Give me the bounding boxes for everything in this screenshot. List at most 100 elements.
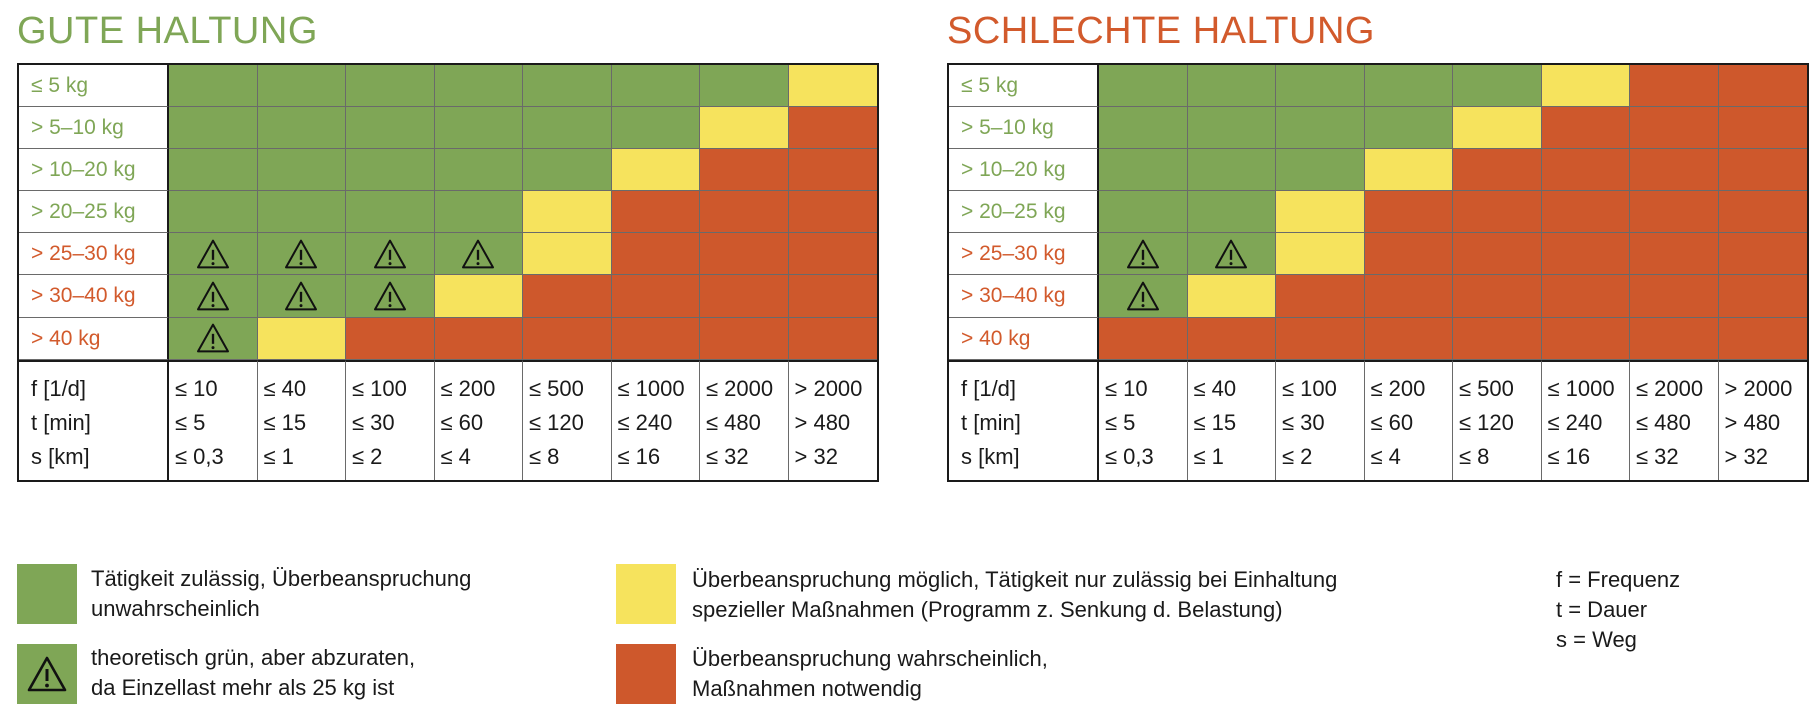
heatmap-cell-warning bbox=[346, 233, 435, 276]
heatmap-cell bbox=[1276, 317, 1365, 360]
chart-title: GUTE HALTUNG bbox=[17, 10, 318, 52]
warning-icon bbox=[196, 323, 229, 353]
tick-label-s: ≤ 4 bbox=[440, 443, 471, 469]
row-label: ≤ 5 kg bbox=[949, 65, 1099, 108]
heatmap-cell bbox=[1630, 317, 1719, 360]
heatmap-cell bbox=[1453, 275, 1542, 318]
heatmap-cell bbox=[346, 107, 435, 150]
row-label: ≤ 5 kg bbox=[19, 65, 169, 108]
heatmap-cell bbox=[1718, 65, 1807, 108]
column-tick-label: ≤ 200 ≤ 60 ≤ 4 bbox=[1364, 359, 1453, 480]
heatmap-cell-warning bbox=[169, 233, 258, 276]
tick-label-s: ≤ 8 bbox=[529, 443, 560, 469]
heatmap-cell bbox=[1276, 149, 1365, 192]
tick-label-t: ≤ 240 bbox=[1547, 409, 1603, 435]
heatmap-cell bbox=[611, 107, 700, 150]
heatmap-cell bbox=[257, 317, 346, 360]
heatmap-cell-warning bbox=[346, 275, 435, 318]
legend-swatch-yellow bbox=[616, 564, 676, 624]
legend-swatch-red bbox=[616, 644, 676, 704]
column-tick-label: ≤ 40 ≤ 15 ≤ 1 bbox=[1187, 359, 1276, 480]
row-label: > 30–40 kg bbox=[949, 275, 1099, 318]
column-tick-label: ≤ 10 ≤ 5 ≤ 0,3 bbox=[1099, 359, 1188, 480]
heatmap-cell bbox=[788, 275, 877, 318]
legend-text-yellow: Überbeanspruchung möglich, Tätigkeit nur… bbox=[692, 567, 1338, 622]
legend-text-green: Tätigkeit zulässig, Überbeanspruchung un… bbox=[91, 566, 472, 621]
heatmap-grid: ≤ 5 kg > 5–10 kg > 10–20 kg > 20–25 kg > 25–… bbox=[17, 63, 879, 482]
heatmap-cell bbox=[788, 149, 877, 192]
row-label: > 10–20 kg bbox=[19, 149, 169, 192]
tick-label-f: ≤ 10 bbox=[175, 375, 218, 401]
column-tick-label: ≤ 100 ≤ 30 ≤ 2 bbox=[1276, 359, 1365, 480]
heatmap-cell bbox=[700, 149, 789, 192]
tick-label-t: ≤ 5 bbox=[175, 409, 206, 435]
tick-label-t: ≤ 480 bbox=[1636, 409, 1691, 435]
axis-label-column: f [1/d] t [min] s [km] bbox=[949, 359, 1099, 480]
heatmap-cell bbox=[700, 65, 789, 108]
heatmap-cell bbox=[1630, 65, 1719, 108]
tick-label-f: ≤ 500 bbox=[529, 375, 584, 401]
heatmap-cell bbox=[257, 149, 346, 192]
tick-label-t: ≤ 120 bbox=[529, 409, 584, 435]
tick-label-f: ≤ 10 bbox=[1105, 375, 1148, 401]
heatmap-cell bbox=[700, 191, 789, 234]
heatmap-cell-warning bbox=[1099, 233, 1188, 276]
warning-icon bbox=[196, 239, 229, 269]
tick-label-s: ≤ 32 bbox=[1636, 443, 1679, 469]
heatmap-cell bbox=[1718, 149, 1807, 192]
tick-label-f: ≤ 100 bbox=[1282, 375, 1337, 401]
column-tick-label: > 2000 > 480 > 32 bbox=[1718, 359, 1807, 480]
row-label: > 20–25 kg bbox=[19, 191, 169, 234]
tick-label-t: > 480 bbox=[1724, 409, 1781, 435]
tick-label-f: ≤ 1000 bbox=[1547, 375, 1615, 401]
heatmap-cell bbox=[1630, 191, 1719, 234]
heatmap-cell bbox=[700, 107, 789, 150]
tick-label-s: ≤ 0,3 bbox=[175, 443, 224, 469]
column-tick-label: ≤ 10 ≤ 5 ≤ 0,3 bbox=[169, 359, 258, 480]
column-tick-label: > 2000 > 480 > 32 bbox=[788, 359, 877, 480]
column-tick-label: ≤ 2000 ≤ 480 ≤ 32 bbox=[1630, 359, 1719, 480]
tick-label-f: > 2000 bbox=[1724, 375, 1793, 401]
heatmap-cell bbox=[1187, 317, 1276, 360]
heatmap-cell bbox=[1364, 275, 1453, 318]
heatmap-cell bbox=[1453, 107, 1542, 150]
heatmap-cell bbox=[434, 191, 523, 234]
heatmap-cell bbox=[1364, 233, 1453, 276]
heatmap-cell-warning bbox=[169, 275, 258, 318]
heatmap-cell bbox=[1099, 65, 1188, 108]
heatmap-cell bbox=[434, 65, 523, 108]
heatmap-cell bbox=[1276, 275, 1365, 318]
column-tick-label: ≤ 500 ≤ 120 ≤ 8 bbox=[523, 359, 612, 480]
tick-label-t: ≤ 120 bbox=[1459, 409, 1514, 435]
heatmap-cell bbox=[788, 65, 877, 108]
tick-label-t: ≤ 5 bbox=[1105, 409, 1136, 435]
heatmap-cell bbox=[434, 107, 523, 150]
row-label: > 40 kg bbox=[949, 317, 1099, 360]
tick-label-f: ≤ 1000 bbox=[617, 375, 685, 401]
heatmap-cell bbox=[1187, 107, 1276, 150]
heatmap-cell bbox=[1453, 233, 1542, 276]
heatmap-cell bbox=[611, 149, 700, 192]
heatmap-cell bbox=[1276, 65, 1365, 108]
heatmap-cell bbox=[700, 233, 789, 276]
heatmap-cell bbox=[346, 149, 435, 192]
heatmap-cell bbox=[523, 233, 612, 276]
heatmap-cell bbox=[257, 107, 346, 150]
heatmap-cell bbox=[1276, 191, 1365, 234]
heatmap-cell bbox=[523, 65, 612, 108]
heatmap-cell bbox=[1630, 107, 1719, 150]
column-tick-label: ≤ 2000 ≤ 480 ≤ 32 bbox=[700, 359, 789, 480]
chart-title: SCHLECHTE HALTUNG bbox=[947, 10, 1375, 52]
heatmap-cell bbox=[700, 275, 789, 318]
heatmap-cell bbox=[1541, 275, 1630, 318]
axis-label-t: t [min] bbox=[961, 409, 1021, 435]
legend-text-red: Überbeanspruchung wahrscheinlich, Maßnah… bbox=[692, 646, 1048, 701]
warning-icon bbox=[27, 656, 67, 692]
heatmap-cell bbox=[1718, 233, 1807, 276]
warning-icon bbox=[196, 281, 229, 311]
heatmap-cell bbox=[1453, 65, 1542, 108]
heatmap-cell bbox=[700, 317, 789, 360]
tick-label-s: ≤ 1 bbox=[263, 443, 294, 469]
column-tick-label: ≤ 40 ≤ 15 ≤ 1 bbox=[257, 359, 346, 480]
heatmap-cell bbox=[434, 317, 523, 360]
